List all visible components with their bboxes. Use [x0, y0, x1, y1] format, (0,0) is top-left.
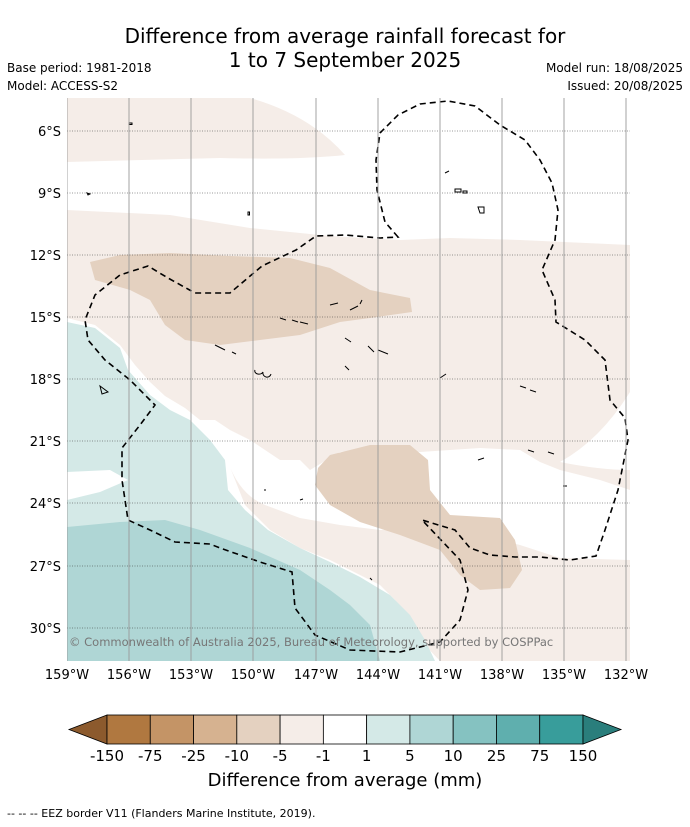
- colorbar-cell: [452, 714, 497, 745]
- colorbar-tick-label: -25: [181, 747, 206, 765]
- colorbar-cell: [236, 714, 281, 745]
- colorbar-cell: [366, 714, 411, 745]
- copyright-text: © Commonwealth of Australia 2025, Bureau…: [69, 635, 553, 649]
- region-dry-medium-upper: [90, 253, 412, 345]
- colorbar: -150 -75 -25 -10 -5 -1 1 5 10 25 75 150: [67, 714, 623, 765]
- colorbar-tick-label: -5: [273, 747, 288, 765]
- lon-label: 132°W: [604, 668, 648, 683]
- gridlines: [67, 98, 630, 661]
- region-wet-medium: [67, 520, 380, 661]
- lon-label: 144°W: [356, 668, 400, 683]
- lat-label: 9°S: [38, 187, 61, 202]
- lon-label: 159°W: [45, 668, 89, 683]
- colorbar-cell: [279, 714, 324, 745]
- map-plot-area: © Commonwealth of Australia 2025, Bureau…: [67, 98, 630, 661]
- colorbar-tick-label: -1: [316, 747, 331, 765]
- colorbar-tick-label: 10: [444, 747, 463, 765]
- lon-label: 150°W: [231, 668, 275, 683]
- colorbar-cell: [149, 714, 194, 745]
- colorbar-arrow-right: [582, 714, 623, 745]
- colorbar-cell: [322, 714, 368, 745]
- colorbar-tick-label: 25: [487, 747, 506, 765]
- eez-footnote: -- -- -- EEZ border V11 (Flanders Marine…: [7, 807, 316, 820]
- colorbar-tick-label: 1: [362, 747, 372, 765]
- region-neutral-right: [560, 392, 630, 470]
- colorbar-tick-label: -75: [138, 747, 163, 765]
- lon-label: 141°W: [418, 668, 462, 683]
- title-line-1: Difference from average rainfall forecas…: [124, 24, 566, 48]
- colorbar-cell: [193, 714, 238, 745]
- map-title: Difference from average rainfall forecas…: [0, 24, 690, 72]
- lon-label: 147°W: [294, 668, 338, 683]
- lat-label: 15°S: [30, 311, 61, 326]
- colorbar-arrow-left: [67, 714, 108, 745]
- colorbar-tick-label: -10: [225, 747, 250, 765]
- lon-label: 138°W: [480, 668, 524, 683]
- colorbar-label: Difference from average (mm): [207, 770, 483, 791]
- lat-label: 30°S: [30, 622, 61, 637]
- lat-label: 18°S: [30, 373, 61, 388]
- colorbar-tick-label: -150: [90, 747, 124, 765]
- lat-label: 27°S: [30, 560, 61, 575]
- lat-labels: 6°S 9°S 12°S 15°S 18°S 21°S 24°S 27°S 30…: [30, 125, 61, 637]
- lon-label: 153°W: [169, 668, 213, 683]
- lat-label: 6°S: [38, 125, 61, 140]
- region-dry-light-lower: [228, 462, 630, 661]
- title-line-2: 1 to 7 September 2025: [228, 48, 462, 72]
- lat-label: 21°S: [30, 435, 61, 450]
- colorbar-cell: [539, 714, 584, 745]
- colorbar-tick-label: 150: [569, 747, 598, 765]
- island-outlines: [86, 122, 567, 581]
- colorbar-cell: [106, 714, 151, 745]
- region-dry-medium-lower: [315, 445, 522, 590]
- lat-label: 24°S: [30, 497, 61, 512]
- lon-label: 156°W: [107, 668, 151, 683]
- issued-text: Issued: 20/08/2025: [567, 79, 683, 93]
- colorbar-cell: [409, 714, 454, 745]
- meta-left: Base period: 1981-2018 Model: ACCESS-S2: [7, 59, 152, 95]
- model-text: Model: ACCESS-S2: [7, 79, 119, 93]
- eez-border: [84, 100, 629, 653]
- colorbar-tick-label: 5: [405, 747, 415, 765]
- lon-labels: 159°W 156°W 153°W 150°W 147°W 144°W 141°…: [45, 668, 648, 683]
- model-run-text: Model run: 18/08/2025: [545, 61, 683, 75]
- meta-right: Model run: 18/08/2025 Issued: 20/08/2025: [546, 59, 683, 95]
- colorbar-tick-label: 75: [530, 747, 549, 765]
- lon-label: 135°W: [542, 668, 586, 683]
- base-period-text: Base period: 1981-2018: [7, 61, 152, 75]
- colorbar-cell: [496, 714, 541, 745]
- lat-label: 12°S: [30, 249, 61, 264]
- region-dry-light-top: [67, 98, 345, 162]
